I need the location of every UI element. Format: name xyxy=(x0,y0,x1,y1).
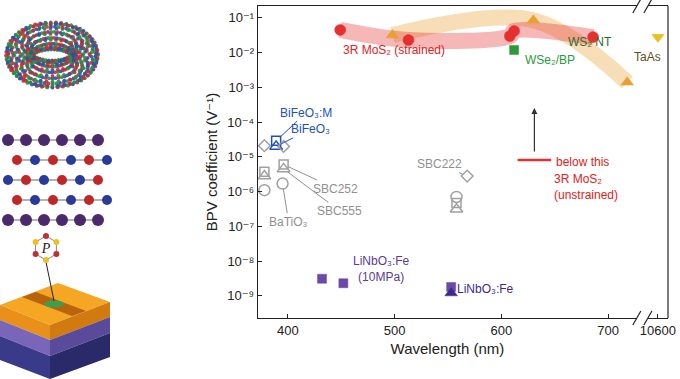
svg-text:BPV coefficient (V⁻¹): BPV coefficient (V⁻¹) xyxy=(203,93,220,232)
svg-text:10⁻⁷: 10⁻⁷ xyxy=(228,219,254,234)
svg-text:10600: 10600 xyxy=(640,323,676,338)
svg-text:BiFeO₃: BiFeO₃ xyxy=(291,122,330,136)
svg-text:10⁻⁹: 10⁻⁹ xyxy=(227,288,254,303)
svg-text:10⁻¹: 10⁻¹ xyxy=(229,10,255,25)
svg-text:600: 600 xyxy=(490,323,512,338)
svg-text:10⁻⁵: 10⁻⁵ xyxy=(227,149,254,164)
svg-text:400: 400 xyxy=(277,323,299,338)
svg-text:Wavelength (nm): Wavelength (nm) xyxy=(391,340,505,357)
svg-text:TaAs: TaAs xyxy=(634,50,661,64)
svg-text:700: 700 xyxy=(597,323,619,338)
svg-text:WSe₂/BP: WSe₂/BP xyxy=(525,53,575,67)
svg-text:500: 500 xyxy=(384,323,406,338)
svg-text:10⁻³: 10⁻³ xyxy=(229,80,255,95)
svg-text:3R MoS₂(unstrained): 3R MoS₂(unstrained) xyxy=(554,172,618,202)
svg-text:10⁻⁸: 10⁻⁸ xyxy=(227,254,254,269)
svg-text:SBC252: SBC252 xyxy=(313,182,358,196)
svg-text:below this: below this xyxy=(556,155,609,169)
svg-text:BiFeO₃:M: BiFeO₃:M xyxy=(280,106,332,120)
svg-text:10⁻⁶: 10⁻⁶ xyxy=(228,184,255,199)
svg-text:P: P xyxy=(41,241,51,256)
svg-text:LiNbO₃:Fe: LiNbO₃:Fe xyxy=(457,282,514,296)
svg-text:10⁻⁴: 10⁻⁴ xyxy=(227,115,254,130)
svg-text:3R MoS₂ (strained): 3R MoS₂ (strained) xyxy=(343,43,445,57)
svg-text:SBC222: SBC222 xyxy=(417,157,462,171)
svg-text:WS₂ NT: WS₂ NT xyxy=(568,35,612,49)
svg-text:SBC555: SBC555 xyxy=(317,204,362,218)
svg-text:BaTiO₃: BaTiO₃ xyxy=(269,215,308,229)
svg-text:10⁻²: 10⁻² xyxy=(229,45,255,60)
svg-text:LiNbO₃:Fe(10MPa): LiNbO₃:Fe(10MPa) xyxy=(353,254,410,284)
